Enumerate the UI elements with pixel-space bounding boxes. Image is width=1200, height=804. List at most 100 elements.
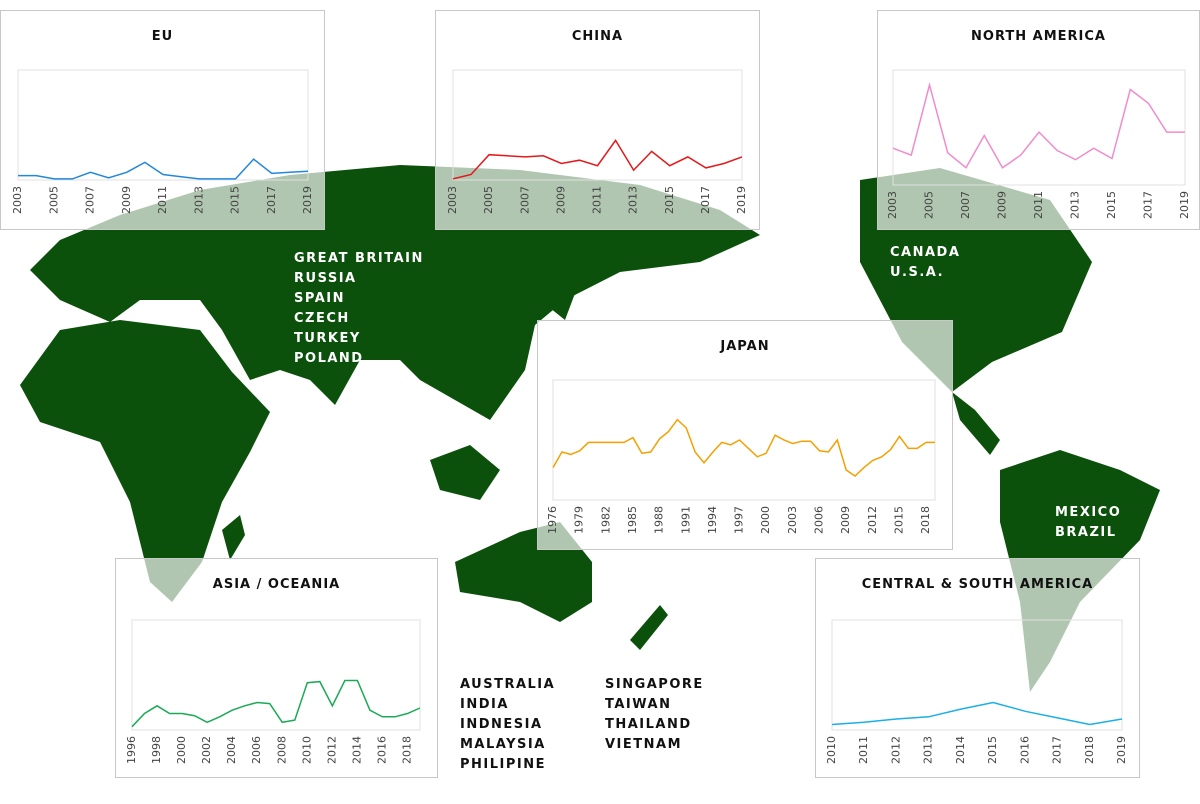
- plot-area: [452, 69, 743, 181]
- region-country-label: U.S.A.: [890, 265, 944, 280]
- chart-panel: CENTRAL & SOUTH AMERICA 2010 2011 2012 2013 2…: [815, 558, 1140, 778]
- plot-area: [892, 69, 1186, 186]
- x-tick-label: 2015: [1105, 191, 1118, 219]
- series-line: [452, 139, 743, 180]
- x-tick-label: 2004: [225, 736, 238, 764]
- x-tick-label: 2015: [892, 506, 905, 534]
- x-tick-label: 2019: [735, 186, 748, 214]
- x-tick-label: 2007: [518, 186, 531, 214]
- region-country-label: AUSTRALIA: [460, 677, 555, 692]
- x-tick-label: 2005: [482, 186, 495, 214]
- islands: [430, 445, 500, 500]
- africa: [20, 320, 270, 602]
- madagascar: [222, 515, 245, 560]
- x-tick-label: 2018: [1083, 736, 1096, 764]
- x-tick-label: 2018: [919, 506, 932, 534]
- region-country-label: PHILIPINE: [460, 757, 546, 772]
- panel-box: [0, 10, 325, 230]
- panel-box: [537, 320, 953, 550]
- new-zealand: [630, 605, 668, 650]
- x-tick-label: 1976: [546, 506, 559, 534]
- region-country-label: CZECH: [294, 311, 350, 326]
- x-tick-label: 2000: [175, 736, 188, 764]
- series-line: [131, 679, 421, 728]
- x-tick-label: 2006: [250, 736, 263, 764]
- x-tick-label: 2016: [1018, 736, 1031, 764]
- x-tick-label: 1997: [733, 506, 746, 534]
- region-country-label: MALAYSIA: [460, 737, 546, 752]
- x-tick-label: 2013: [922, 736, 935, 764]
- x-tick-label: 1998: [150, 736, 163, 764]
- region-country-label: POLAND: [294, 351, 364, 366]
- region-country-label: INDNESIA: [460, 717, 543, 732]
- x-tick-label: 2017: [1051, 736, 1064, 764]
- x-tick-label: 2012: [866, 506, 879, 534]
- plot-area: [831, 619, 1123, 731]
- japan-islands: [540, 270, 580, 320]
- x-tick-label: 2007: [84, 186, 97, 214]
- region-country-label: INDIA: [460, 697, 509, 712]
- region-country-label: BRAZIL: [1055, 525, 1117, 540]
- region-country-label: VIETNAM: [605, 737, 682, 752]
- x-tick-label: 2017: [699, 186, 712, 214]
- series-line: [892, 82, 1185, 169]
- x-tick-label: 2013: [1069, 191, 1082, 219]
- x-tick-label: 2010: [825, 736, 838, 764]
- x-tick-label: 2019: [1178, 191, 1191, 219]
- chart-title: NORTH AMERICA: [971, 29, 1106, 44]
- chart-panel: CHINA 2003 2005 2007 2009 2011 2013 2015 2017 201…: [435, 10, 760, 230]
- x-tick-label: 2010: [300, 736, 313, 764]
- x-tick-label: 2005: [47, 186, 60, 214]
- x-tick-label: 2019: [1115, 736, 1128, 764]
- region-country-label: TURKEY: [294, 331, 361, 346]
- panel-box: [877, 10, 1200, 230]
- x-tick-label: 2011: [1032, 191, 1045, 219]
- x-tick-label: 2018: [400, 736, 413, 764]
- panel-box: [435, 10, 760, 230]
- region-country-label: SINGAPORE: [605, 677, 704, 692]
- x-tick-label: 2015: [229, 186, 242, 214]
- x-tick-label: 1996: [125, 736, 138, 764]
- x-tick-label: 2003: [886, 191, 899, 219]
- x-tick-label: 2017: [265, 186, 278, 214]
- x-tick-label: 2013: [192, 186, 205, 214]
- central-america: [952, 392, 1000, 455]
- chart-panel: ASIA / OCEANIA 1996 1998 2000 2002 2004 2006 20…: [115, 558, 438, 778]
- region-country-label: CANADA: [890, 245, 960, 260]
- panel-box: [815, 558, 1140, 778]
- region-country-label: RUSSIA: [294, 271, 357, 286]
- x-tick-label: 2003: [446, 186, 459, 214]
- x-tick-label: 2012: [325, 736, 338, 764]
- x-tick-label: 2011: [857, 736, 870, 764]
- chart-panel: NORTH AMERICA 2003 2005 2007 2009 2011 2013 201…: [877, 10, 1200, 230]
- x-tick-label: 2009: [120, 186, 133, 214]
- series-line: [18, 158, 309, 180]
- x-tick-label: 2011: [591, 186, 604, 214]
- x-tick-label: 1994: [706, 506, 719, 534]
- x-tick-label: 2002: [200, 736, 213, 764]
- x-tick-label: 2016: [375, 736, 388, 764]
- x-tick-label: 2009: [554, 186, 567, 214]
- chart-panel: JAPAN 1976 1979 1982 1985 1988 1991 1994 1997 200…: [537, 320, 953, 550]
- chart-panel: EU 2003 2005 2007 2009 2011 2013 2015 2017 2019: [0, 10, 325, 230]
- x-tick-label: 2009: [996, 191, 1009, 219]
- x-tick-label: 1982: [599, 506, 612, 534]
- x-tick-label: 1988: [653, 506, 666, 534]
- plot-area: [131, 619, 421, 731]
- x-tick-label: 1979: [573, 506, 586, 534]
- chart-title: JAPAN: [719, 339, 769, 354]
- x-tick-label: 2005: [923, 191, 936, 219]
- x-tick-label: 1985: [626, 506, 639, 534]
- x-tick-label: 2017: [1142, 191, 1155, 219]
- x-tick-label: 2008: [275, 736, 288, 764]
- x-tick-label: 2014: [350, 736, 363, 764]
- region-country-label: THAILAND: [605, 717, 692, 732]
- chart-title: CHINA: [572, 29, 623, 44]
- x-tick-label: 2012: [889, 736, 902, 764]
- x-tick-label: 2015: [663, 186, 676, 214]
- region-country-label: MEXICO: [1055, 505, 1121, 520]
- series-line: [831, 701, 1123, 726]
- x-tick-label: 2019: [301, 186, 314, 214]
- x-tick-label: 2015: [986, 736, 999, 764]
